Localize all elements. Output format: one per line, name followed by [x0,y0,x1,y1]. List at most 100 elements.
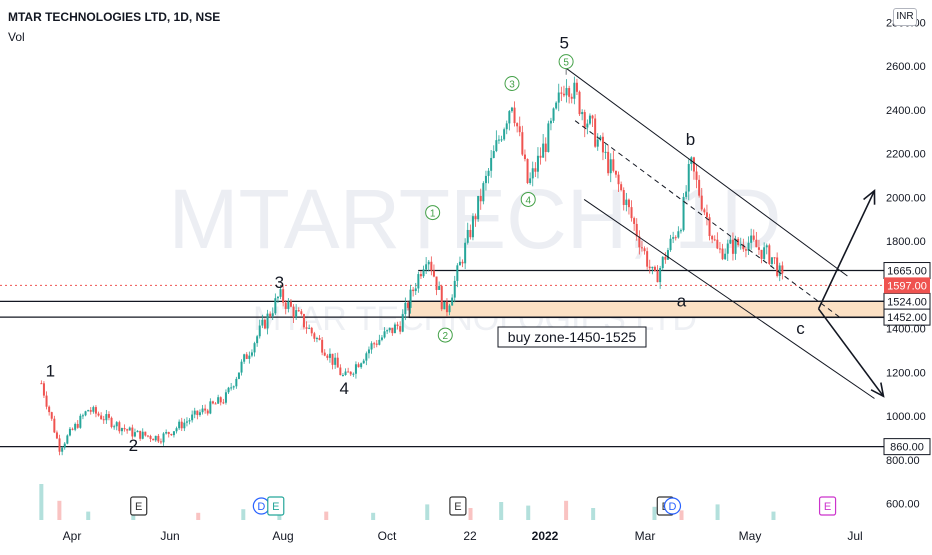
y-tick-label: 2600.00 [886,61,926,73]
candle-body [653,266,656,271]
candle-body [750,235,753,243]
candle-body [274,298,277,314]
subwave-circle [425,205,441,221]
candle-body [76,423,79,428]
buy-zone-rect [408,300,885,319]
candle-body [360,363,363,368]
candle-body [575,82,578,92]
candle-body [347,371,350,373]
projection-arrow [817,308,885,397]
candle-body [152,438,155,441]
volume-bar [468,508,473,520]
candle-body [357,364,360,368]
candle-body [464,242,467,264]
candle-body [568,88,571,97]
candle-body [193,410,196,415]
candle-body [469,229,472,238]
projection-arrow [817,190,876,310]
candle-body [656,270,659,283]
candle-body [518,126,521,133]
level-tag: 860.00 [890,442,924,454]
candle-body [68,428,71,436]
candle-body [744,249,747,251]
candle-body [542,143,545,158]
subwave-label: 5 [563,58,569,69]
candle-body [87,410,90,412]
candle-body [648,266,651,269]
candle-body [427,261,430,265]
candle-body [432,270,435,277]
candle-body [448,305,451,313]
subwave-circle [558,54,574,70]
candle-body [269,313,272,317]
y-tick-label: 1200.00 [886,367,926,379]
candle-body [42,383,45,396]
candle-body [334,357,337,365]
candle-body [63,443,66,448]
candle-body [510,107,513,112]
x-tick-label: Oct [378,529,397,543]
candle-body [118,422,121,432]
candle-body [419,274,422,277]
wave-label: 4 [340,379,349,398]
candle-body [490,157,493,171]
candle-body [40,383,43,385]
candle-body [594,118,597,147]
candle-body [222,402,225,404]
currency-button[interactable]: INR [893,8,917,26]
candle-body [323,352,326,356]
candle-body [245,354,248,359]
candle-body [526,159,529,184]
candle-body [523,154,526,160]
candle-body [204,408,207,411]
candle-body [664,256,667,260]
candle-body [53,418,56,433]
candle-body [763,247,766,259]
candle-body [692,157,695,172]
earnings-marker [818,496,837,516]
volume-bar [371,512,376,520]
candle-body [651,266,654,269]
wave-label: a [677,292,687,311]
y-tick-label: 1800.00 [886,236,926,248]
candle-body [232,386,235,388]
event-marker-letter: D [257,501,265,513]
candle-body [336,357,339,368]
candle-body [633,218,636,224]
candle-body [497,139,500,141]
candle-body [378,339,381,345]
volume-bar [196,512,201,520]
candle-body [747,242,750,251]
candle-body [50,412,53,419]
candle-body [549,120,552,124]
candle-body [326,355,329,358]
candle-body [705,212,708,218]
candle-body [227,387,230,393]
candle-body [752,235,755,240]
candle-body [620,184,623,191]
candle-body [765,245,768,248]
candle-body [659,268,662,283]
y-tick-label: 1400.00 [886,324,926,336]
candle-body [672,237,675,239]
candle-body [560,92,563,94]
candle-body [724,253,727,260]
candle-body [206,410,209,414]
candle-body [404,302,407,315]
candle-body [373,343,376,345]
volume-bar [86,511,91,520]
candle-body [458,261,461,266]
candle-body [318,338,321,340]
candle-body [149,435,152,439]
candle-body [583,112,586,128]
earnings-marker [130,496,148,516]
candle-body [302,314,305,328]
y-tick-label: 2000.00 [886,192,926,204]
channel-upper [565,67,848,277]
candle-body [617,174,620,185]
candle-body [682,196,685,231]
candle-body [529,178,532,184]
wave-label: 5 [560,34,569,53]
candle-body [209,401,212,414]
candle-body [144,431,147,436]
